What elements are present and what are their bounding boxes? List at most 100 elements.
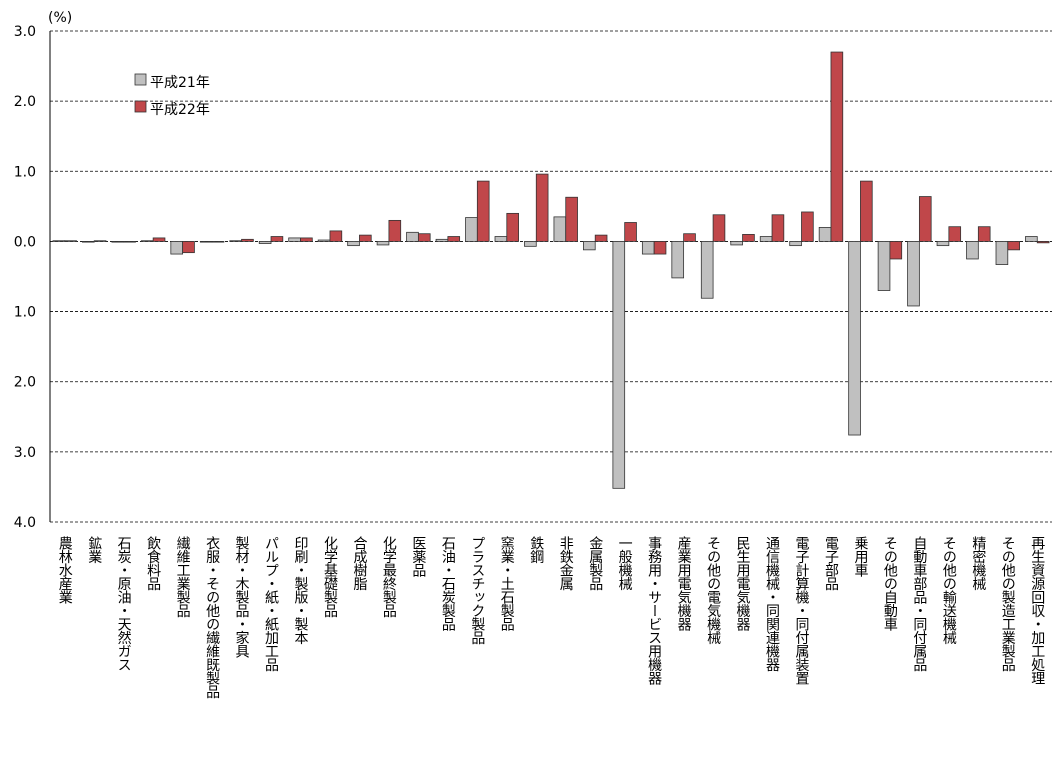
bar — [818, 226, 832, 242]
bar — [123, 241, 136, 243]
bar — [712, 214, 726, 242]
bar — [683, 233, 696, 242]
x-tick-label: 鉱業 — [86, 535, 102, 564]
bar — [111, 241, 125, 243]
x-tick-label: 石油・石炭製品 — [440, 536, 456, 631]
x-tick-label: 印刷・製版・製本 — [293, 536, 309, 645]
legend-swatch — [134, 100, 147, 113]
bar — [907, 241, 920, 307]
legend-swatch — [134, 73, 147, 86]
y-tick-label: 1.0 — [14, 305, 36, 321]
bar — [93, 240, 107, 242]
bar — [359, 234, 372, 242]
bar — [742, 234, 755, 242]
bar — [1036, 241, 1050, 244]
x-tick-label: 飲食料品 — [145, 536, 161, 591]
bar — [524, 241, 537, 247]
legend-label: 平成22年 — [150, 102, 210, 118]
bar — [830, 51, 844, 242]
x-tick-label: 自動車部品・同付属品 — [911, 536, 927, 672]
x-tick-label: 製材・木製品・家具 — [234, 536, 250, 658]
x-tick-label: その他の自動車 — [882, 536, 898, 631]
bar — [182, 241, 195, 254]
bar — [624, 222, 637, 242]
bar — [860, 180, 873, 242]
bar — [848, 241, 861, 436]
bar — [435, 238, 449, 242]
x-tick-label: 電子部品 — [823, 536, 839, 591]
bar — [789, 241, 802, 247]
bar — [199, 241, 213, 243]
bar — [759, 236, 773, 242]
bar — [936, 241, 950, 247]
x-tick-label: 農林水産業 — [57, 536, 73, 604]
bar — [771, 214, 785, 242]
bar — [730, 241, 743, 246]
bar — [317, 239, 331, 242]
x-tick-label: 窯業・土石製品 — [499, 535, 515, 631]
x-tick-label: 通信機械・同関連機器 — [764, 536, 780, 672]
bar — [535, 173, 549, 242]
x-tick-label: 乗用車 — [852, 536, 868, 577]
y-tick-label: 3.0 — [14, 445, 36, 461]
x-tick-label: 合成樹脂 — [351, 536, 367, 591]
bar — [553, 216, 567, 242]
bar — [966, 241, 979, 260]
bar — [406, 231, 419, 242]
bar — [506, 212, 519, 242]
bar — [995, 241, 1009, 265]
bar — [270, 236, 284, 242]
bar — [347, 241, 360, 247]
bar — [653, 241, 667, 255]
x-tick-label: その他の電気機械 — [705, 536, 721, 645]
bar — [140, 240, 154, 242]
x-tick-label: 一般機械 — [617, 536, 633, 591]
bar — [476, 180, 490, 242]
x-tick-label: 化学基礎製品 — [322, 536, 338, 618]
bar — [300, 237, 313, 242]
y-tick-label: 2.0 — [14, 94, 36, 110]
x-tick-label: 医薬品 — [410, 536, 426, 577]
x-tick-label: 石炭・原油・天然ガス — [116, 536, 132, 671]
bar — [388, 219, 402, 242]
y-tick-label: 3.0 — [14, 24, 36, 40]
x-tick-label: 非鉄金属 — [558, 536, 574, 591]
bar — [494, 236, 508, 242]
bar — [152, 237, 166, 242]
y-tick-label: 1.0 — [14, 164, 36, 180]
bar — [64, 240, 77, 242]
bar — [1025, 236, 1038, 242]
bar — [583, 241, 596, 251]
bar — [641, 241, 655, 255]
bar — [700, 241, 714, 299]
bar — [447, 236, 461, 242]
bar — [229, 240, 242, 242]
x-tick-label: 事務用・サービス用機器 — [646, 536, 662, 685]
bar — [170, 241, 184, 255]
bar — [565, 196, 578, 242]
x-tick-label: パルプ・紙・紙加工品 — [263, 536, 279, 672]
y-tick-label: 4.0 — [14, 515, 36, 531]
bar — [889, 241, 903, 260]
bar — [211, 241, 225, 243]
x-tick-label: 繊維工業製品 — [175, 536, 191, 618]
bar — [258, 241, 272, 244]
bar — [977, 226, 991, 242]
legend-label: 平成21年 — [150, 75, 210, 91]
bar — [417, 233, 431, 242]
bar — [1007, 241, 1020, 251]
bar — [918, 196, 932, 242]
bar — [948, 226, 962, 242]
x-tick-label: 衣服・その他の繊維既製品 — [204, 536, 220, 699]
bar — [288, 237, 301, 242]
x-tick-label: その他の製造工業製品 — [1000, 536, 1016, 672]
bar — [465, 217, 478, 242]
bar — [594, 234, 608, 242]
x-tick-label: 電子計算機・同付属装置 — [794, 536, 810, 685]
bar — [877, 241, 891, 291]
x-tick-label: 民生用電気機器 — [735, 536, 751, 631]
x-tick-label: 精密機械 — [970, 536, 986, 591]
bar — [82, 241, 95, 243]
x-tick-label: 産業用電気機器 — [676, 536, 692, 631]
